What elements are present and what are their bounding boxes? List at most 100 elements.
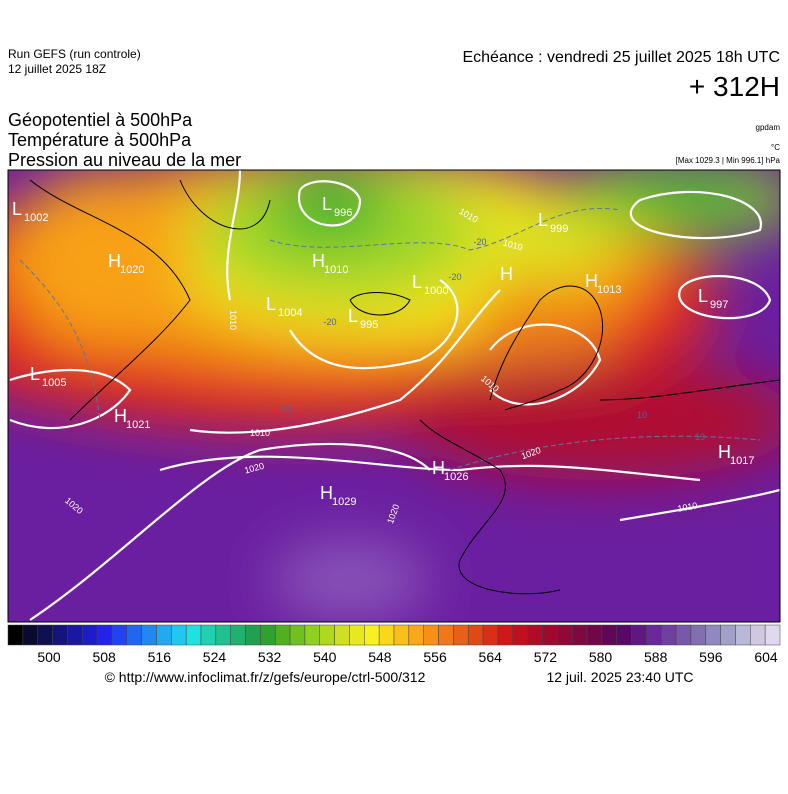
colorbar-swatch <box>408 624 424 646</box>
colorbar-swatch <box>705 624 721 646</box>
title: Température à 500hPa <box>8 130 192 150</box>
temperature-label: -20 <box>323 317 336 327</box>
colorbar-swatch <box>126 624 142 646</box>
colorbar-swatch <box>111 624 128 646</box>
center-type: L <box>266 294 276 314</box>
center-value: 1017 <box>730 455 754 467</box>
center-type: H <box>320 483 333 503</box>
center-value: 1013 <box>597 284 621 296</box>
colorbar-swatch <box>497 624 514 646</box>
source-url: © http://www.infoclimat.fr/z/gefs/europe… <box>105 669 426 685</box>
colorbar-swatch <box>393 624 410 646</box>
run-date: 12 juillet 2025 18Z <box>8 62 106 76</box>
colorbar-swatch <box>200 624 217 646</box>
colorbar-swatch <box>215 624 231 646</box>
colorbar-swatch <box>527 624 543 646</box>
lead-time: + 312H <box>689 71 780 102</box>
center-type: L <box>538 210 548 230</box>
colorbar-swatch <box>274 624 291 646</box>
center-type: H <box>114 406 127 426</box>
center-value: 1002 <box>24 212 48 224</box>
colorbar-swatch <box>453 624 469 646</box>
unit: °C <box>771 143 780 152</box>
colorbar-tick-label: 508 <box>92 649 116 665</box>
colorbar-swatch <box>245 624 261 646</box>
center-value: 1000 <box>424 285 448 297</box>
colorbar-swatch <box>467 624 484 646</box>
colorbar-swatch <box>289 624 306 646</box>
title: Pression au niveau de la mer <box>8 150 241 170</box>
center-value: 995 <box>360 319 378 331</box>
temperature-label: -10 <box>278 404 291 414</box>
temperature-label: 10 <box>695 432 705 442</box>
colorbar-swatch <box>260 624 276 646</box>
center-type: L <box>698 286 708 306</box>
colorbar-swatch <box>646 624 662 646</box>
colorbar-tick-label: 604 <box>754 649 778 665</box>
temperature-label: -20 <box>473 237 486 247</box>
center-value: 1005 <box>42 377 66 389</box>
colorbar-tick-label: 548 <box>368 649 392 665</box>
colorbar-swatch <box>156 624 172 646</box>
colorbar-swatch <box>7 624 24 646</box>
run: Run GEFS (run controle) <box>8 47 141 61</box>
center-value: 1029 <box>332 496 356 508</box>
unit: gpdam <box>756 123 781 132</box>
center-type: H <box>432 458 445 478</box>
isobar-label: 1010 <box>677 500 698 513</box>
center-type: L <box>322 194 332 214</box>
center-value: 999 <box>550 223 568 235</box>
colorbar-swatch <box>304 624 321 646</box>
center-value: 997 <box>710 299 728 311</box>
colorbar-tick-label: 516 <box>148 649 172 665</box>
colorbar-swatch <box>750 624 766 646</box>
colorbar-tick-label: 556 <box>423 649 447 665</box>
center-value: 996 <box>334 207 352 219</box>
center-type: L <box>348 306 358 326</box>
center-type: L <box>30 364 40 384</box>
center-value: 1010 <box>324 264 348 276</box>
center-value: 1004 <box>278 307 302 319</box>
center-type: L <box>412 272 422 292</box>
colorbar-swatch <box>571 624 588 646</box>
colorbar-tick-label: 540 <box>313 649 337 665</box>
colorbar-tick-label: 588 <box>644 649 668 665</box>
colorbar-swatch <box>423 624 439 646</box>
colorbar-swatch <box>542 624 558 646</box>
colorbar-swatch <box>690 624 707 646</box>
colorbar-swatch <box>22 624 38 646</box>
colorbar-swatch <box>349 624 365 646</box>
colorbar-swatch <box>720 624 736 646</box>
colorbar-swatch <box>96 624 113 646</box>
colorbar-tick-label: 596 <box>699 649 723 665</box>
center-value: 1020 <box>120 264 144 276</box>
colorbar-tick-label: 564 <box>479 649 503 665</box>
colorbar-swatch <box>438 624 454 646</box>
colorbar-swatch <box>230 624 246 646</box>
temperature-label: -20 <box>448 272 461 282</box>
colorbar-tick-label: 572 <box>534 649 558 665</box>
center-value: 1021 <box>126 419 150 431</box>
colorbar-swatch <box>319 624 335 646</box>
run-time: 12 juil. 2025 23:40 UTC <box>546 669 693 685</box>
center-type: H <box>312 251 325 271</box>
colorbar-swatch <box>557 624 573 646</box>
colorbar-tick-label: 500 <box>37 649 61 665</box>
temperature-label: 10 <box>637 410 647 420</box>
isobar-label: 1010 <box>228 310 238 330</box>
center-type: H <box>585 271 598 291</box>
colorbar-tick-label: 532 <box>258 649 282 665</box>
isobar-label: 1010 <box>250 428 270 438</box>
colorbar-swatch <box>660 624 677 646</box>
colorbar-swatch <box>141 624 157 646</box>
center-type: H <box>718 442 731 462</box>
colorbar-swatch <box>764 624 781 646</box>
colorbar-swatch <box>334 624 350 646</box>
colorbar-swatch <box>482 624 499 646</box>
colorbar-swatch <box>675 624 692 646</box>
colorbar-swatch <box>735 624 751 646</box>
colorbar-tick-label: 524 <box>203 649 227 665</box>
map-frame <box>7 169 781 623</box>
center-value: 1026 <box>444 471 468 483</box>
